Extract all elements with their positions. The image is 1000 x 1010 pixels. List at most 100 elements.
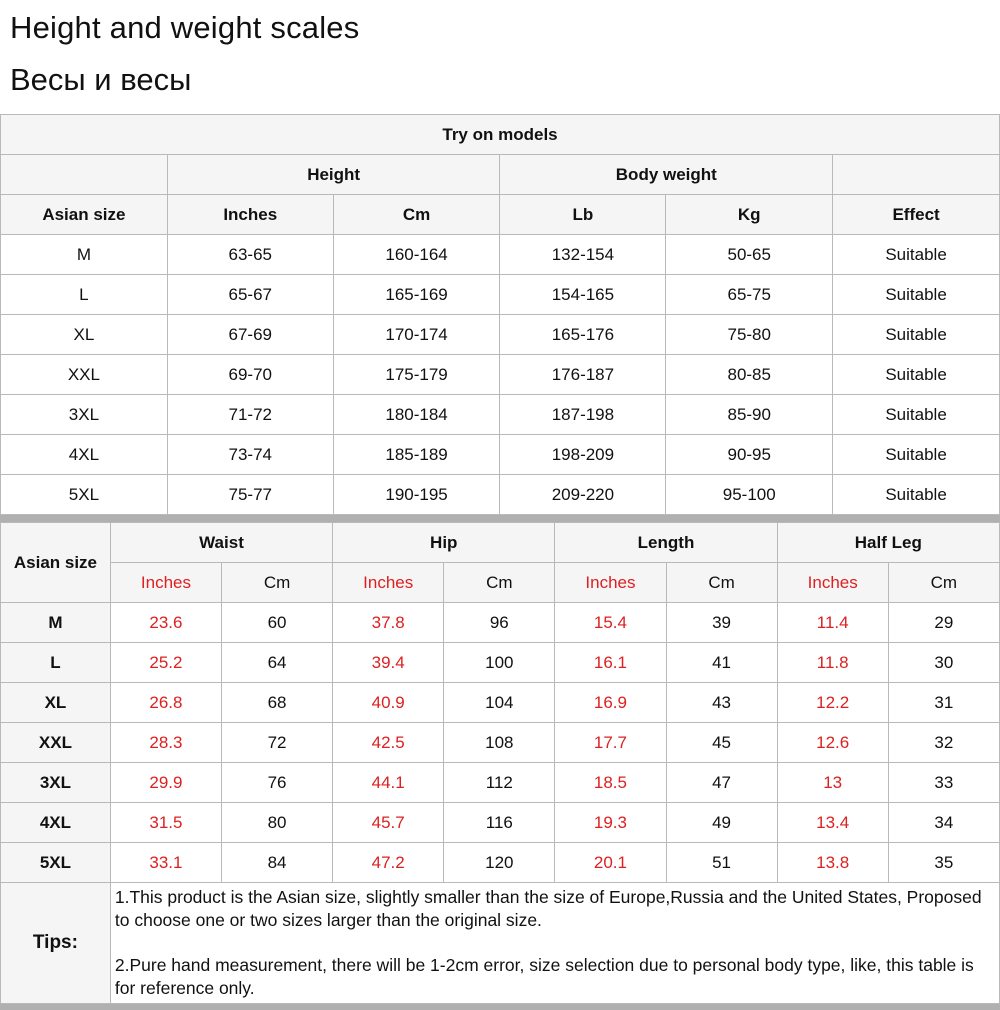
weight-lb-cell: 176-187	[499, 354, 667, 395]
table-row: XXL 69-70 175-179 176-187 80-85 Suitable	[0, 354, 1000, 395]
try-on-models-table: Try on models Height Body weight Asian s…	[0, 114, 1000, 515]
half-leg-inches-cell: 13	[776, 762, 889, 803]
column-header-kg: Kg	[665, 194, 834, 235]
unit-header-inches: Inches	[554, 562, 667, 603]
waist-cm-cell: 60	[220, 602, 334, 643]
length-cm-cell: 43	[665, 682, 778, 723]
hip-inches-cell: 47.2	[332, 842, 445, 883]
unit-header-inches: Inches	[332, 562, 445, 603]
empty-corner-cell	[0, 154, 168, 195]
column-header-inches: Inches	[166, 194, 334, 235]
column-header-cm: Cm	[332, 194, 501, 235]
table-title: Try on models	[0, 114, 1000, 155]
waist-inches-cell: 23.6	[109, 602, 223, 643]
group-header-height: Height	[166, 154, 501, 195]
tips-note-2: 2.Pure hand measurement, there will be 1…	[114, 955, 974, 999]
hip-cm-cell: 112	[443, 762, 556, 803]
height-cm-cell: 165-169	[332, 274, 501, 315]
table-row: 4XL 31.5 80 45.7 116 19.3 49 13.4 34	[0, 802, 1000, 843]
length-cm-cell: 39	[665, 602, 778, 643]
weight-lb-cell: 187-198	[499, 394, 667, 435]
length-inches-cell: 18.5	[554, 762, 667, 803]
effect-cell: Suitable	[832, 314, 1000, 355]
hip-inches-cell: 40.9	[332, 682, 445, 723]
waist-inches-cell: 33.1	[109, 842, 223, 883]
height-inches-cell: 71-72	[166, 394, 334, 435]
waist-inches-cell: 26.8	[109, 682, 223, 723]
half-leg-inches-cell: 13.8	[776, 842, 889, 883]
waist-cm-cell: 72	[220, 722, 334, 763]
unit-header-cm: Cm	[887, 562, 1000, 603]
group-header-half-leg: Half Leg	[776, 522, 1000, 563]
empty-corner-cell	[832, 154, 1000, 195]
height-cm-cell: 190-195	[332, 474, 501, 515]
title-block: Height and weight scales Весы и весы	[0, 0, 1000, 114]
table-title-row: Try on models	[0, 114, 1000, 155]
height-inches-cell: 63-65	[166, 234, 334, 275]
half-leg-inches-cell: 11.8	[776, 642, 889, 683]
size-cell: M	[0, 602, 111, 643]
effect-cell: Suitable	[832, 274, 1000, 315]
effect-cell: Suitable	[832, 474, 1000, 515]
weight-kg-cell: 65-75	[665, 274, 834, 315]
height-cm-cell: 170-174	[332, 314, 501, 355]
half-leg-cm-cell: 34	[887, 802, 1000, 843]
height-inches-cell: 69-70	[166, 354, 334, 395]
height-inches-cell: 65-67	[166, 274, 334, 315]
size-cell: 4XL	[0, 802, 111, 843]
waist-inches-cell: 28.3	[109, 722, 223, 763]
half-leg-inches-cell: 11.4	[776, 602, 889, 643]
column-header-effect: Effect	[832, 194, 1000, 235]
table-row: XL 26.8 68 40.9 104 16.9 43 12.2 31	[0, 682, 1000, 723]
hip-inches-cell: 44.1	[332, 762, 445, 803]
effect-cell: Suitable	[832, 434, 1000, 475]
group-header-length: Length	[554, 522, 778, 563]
group-header-waist: Waist	[109, 522, 334, 563]
height-cm-cell: 185-189	[332, 434, 501, 475]
length-inches-cell: 17.7	[554, 722, 667, 763]
size-cell: L	[0, 642, 111, 683]
weight-kg-cell: 80-85	[665, 354, 834, 395]
table-row: 3XL 71-72 180-184 187-198 85-90 Suitable	[0, 394, 1000, 435]
table-row: L 65-67 165-169 154-165 65-75 Suitable	[0, 274, 1000, 315]
size-cell: XXL	[0, 354, 168, 395]
length-cm-cell: 49	[665, 802, 778, 843]
half-leg-inches-cell: 12.2	[776, 682, 889, 723]
size-cell: M	[0, 234, 168, 275]
waist-cm-cell: 64	[220, 642, 334, 683]
column-header-size: Asian size	[0, 522, 111, 603]
hip-cm-cell: 100	[443, 642, 556, 683]
size-cell: 4XL	[0, 434, 168, 475]
waist-inches-cell: 25.2	[109, 642, 223, 683]
waist-cm-cell: 68	[220, 682, 334, 723]
waist-cm-cell: 80	[220, 802, 334, 843]
unit-header-inches: Inches	[776, 562, 889, 603]
length-inches-cell: 19.3	[554, 802, 667, 843]
height-cm-cell: 160-164	[332, 234, 501, 275]
waist-cm-cell: 84	[220, 842, 334, 883]
size-cell: XL	[0, 314, 168, 355]
effect-cell: Suitable	[832, 234, 1000, 275]
table-row: 5XL 33.1 84 47.2 120 20.1 51 13.8 35	[0, 842, 1000, 883]
page-subtitle: Весы и весы	[10, 62, 192, 97]
table-row: 4XL 73-74 185-189 198-209 90-95 Suitable	[0, 434, 1000, 475]
table-separator-bar	[0, 515, 1000, 522]
waist-inches-cell: 29.9	[109, 762, 223, 803]
weight-lb-cell: 132-154	[499, 234, 667, 275]
group-header-hip: Hip	[332, 522, 556, 563]
length-inches-cell: 16.9	[554, 682, 667, 723]
unit-header-cm: Cm	[443, 562, 556, 603]
tips-label: Tips:	[0, 881, 111, 1005]
page-title: Height and weight scales	[10, 10, 360, 45]
length-inches-cell: 16.1	[554, 642, 667, 683]
table-row: 3XL 29.9 76 44.1 112 18.5 47 13 33	[0, 762, 1000, 803]
tips-note-1: 1.This product is the Asian size, slight…	[114, 887, 982, 931]
length-cm-cell: 51	[665, 842, 778, 883]
table-row: M 23.6 60 37.8 96 15.4 39 11.4 29	[0, 602, 1000, 643]
measurements-table: Asian size Waist Hip Length Half Leg Inc…	[0, 522, 1000, 1005]
weight-kg-cell: 95-100	[665, 474, 834, 515]
weight-lb-cell: 209-220	[499, 474, 667, 515]
length-cm-cell: 45	[665, 722, 778, 763]
unit-header-row: Inches Cm Inches Cm Inches Cm Inches Cm	[1, 562, 1000, 603]
weight-kg-cell: 50-65	[665, 234, 834, 275]
